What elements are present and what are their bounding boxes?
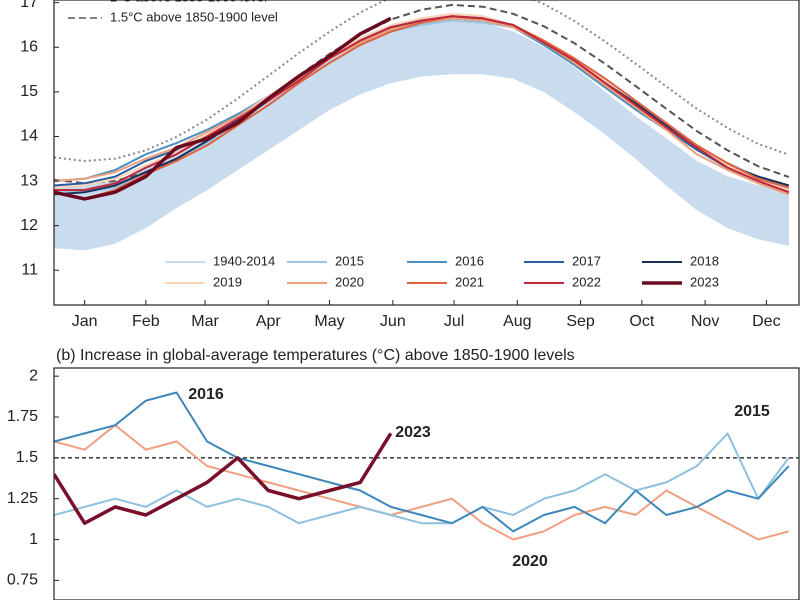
legend-label: 2018 <box>690 253 719 268</box>
legend-label: 2019 <box>213 274 242 289</box>
x-tick-label: Jan <box>72 313 98 330</box>
legend-label: 2022 <box>572 274 601 289</box>
y-tick-label: 1.75 <box>7 408 38 425</box>
series-line <box>54 15 790 194</box>
x-tick-label: Sep <box>566 313 595 330</box>
legend-label: 2015 <box>335 253 364 268</box>
legend-label: 2021 <box>455 274 484 289</box>
y-tick-label: 16 <box>20 38 38 55</box>
x-tick-label: May <box>314 313 344 330</box>
y-tick-label: 17 <box>20 0 38 11</box>
legend-label: 2020 <box>335 274 364 289</box>
series-line <box>54 424 790 541</box>
series-line <box>54 432 790 525</box>
series-line <box>54 432 393 525</box>
legend-label: 2023 <box>690 274 719 289</box>
range-band <box>451 20 483 75</box>
plot-frame <box>53 0 800 306</box>
y-tick-label: 0.75 <box>7 572 38 589</box>
range-band <box>390 22 422 84</box>
legend-label: 2016 <box>455 253 484 268</box>
legend-label: 1.5°C above 1850-1900 level <box>110 9 278 24</box>
range-band <box>696 160 728 229</box>
x-tick-label: Dec <box>752 313 780 330</box>
legend-label: 2017 <box>572 253 601 268</box>
range-band <box>757 185 790 247</box>
x-tick-label: Jul <box>444 313 464 330</box>
range-band <box>421 20 453 77</box>
series-label: 2023 <box>395 424 431 441</box>
plot-area <box>54 0 790 251</box>
y-tick-label: 12 <box>20 217 38 234</box>
x-tick-label: Apr <box>256 313 282 330</box>
panel-title: (b) Increase in global-average temperatu… <box>56 347 575 364</box>
range-band <box>727 176 759 240</box>
series-label: 2015 <box>734 403 770 420</box>
y-tick-label: 1 <box>29 531 38 548</box>
series-label: 2020 <box>512 553 548 570</box>
x-tick-label: Mar <box>191 313 219 330</box>
x-tick-label: Jun <box>380 313 406 330</box>
legend-label: 1940-2014 <box>213 253 275 268</box>
y-tick-label: 1.25 <box>7 490 38 507</box>
plot-frame <box>53 367 800 600</box>
y-tick-label: 2 <box>29 367 38 384</box>
legend-label: 2°C above 1850-1900 level <box>110 0 267 4</box>
x-tick-label: Aug <box>503 313 531 330</box>
y-tick-label: 1.5 <box>16 449 38 466</box>
plot-area <box>54 391 799 541</box>
y-tick-label: 11 <box>21 261 38 278</box>
y-tick-label: 13 <box>20 172 38 189</box>
series-line <box>54 0 790 162</box>
series-line <box>54 391 790 533</box>
x-tick-label: Nov <box>691 313 719 330</box>
y-tick-label: 14 <box>20 128 38 145</box>
x-tick-label: Feb <box>132 313 160 330</box>
x-tick-label: Oct <box>629 313 654 330</box>
y-tick-label: 15 <box>20 83 38 100</box>
series-line <box>54 16 392 201</box>
series-label: 2016 <box>188 386 224 403</box>
range-band <box>482 22 514 79</box>
series-line <box>54 15 790 200</box>
